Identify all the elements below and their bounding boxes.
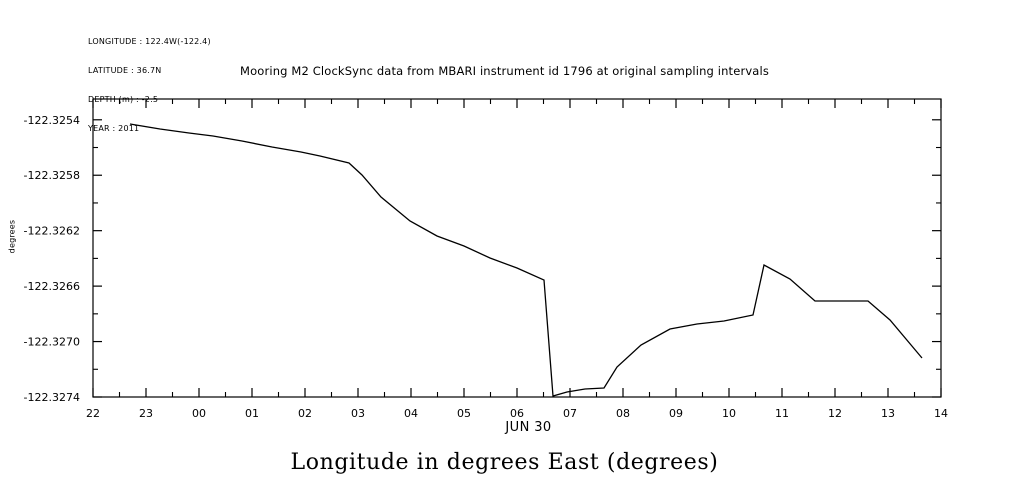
y-tick-label: -122.3254	[24, 114, 80, 127]
x-axis-caption: JUN 30	[0, 420, 1009, 435]
y-tick-label: -122.3270	[24, 336, 80, 349]
y-tick-label: -122.3266	[24, 280, 80, 293]
plot-frame	[92, 98, 942, 398]
x-tick-label: 07	[563, 407, 577, 420]
x-tick-label: 01	[245, 407, 259, 420]
x-tick-label: 03	[351, 407, 365, 420]
x-tick-label: 13	[881, 407, 895, 420]
x-tick-label: 14	[934, 407, 948, 420]
y-tick-label: -122.3258	[24, 169, 80, 182]
x-tick-label: 00	[192, 407, 206, 420]
chart-title: Mooring M2 ClockSync data from MBARI ins…	[240, 64, 769, 78]
x-tick-label: 04	[404, 407, 418, 420]
x-tick-label: 22	[86, 407, 100, 420]
x-tick-label: 10	[722, 407, 736, 420]
x-tick-label: 11	[775, 407, 789, 420]
chart-bottom-title: Longitude in degrees East (degrees)	[290, 450, 719, 475]
data-series-line	[129, 123, 923, 397]
x-tick-label: 05	[457, 407, 471, 420]
x-tick-label: 06	[510, 407, 524, 420]
x-tick-label: 09	[669, 407, 683, 420]
x-tick-label: 23	[139, 407, 153, 420]
x-tick-label: 02	[298, 407, 312, 420]
metadata-year: YEAR : 2011	[88, 123, 140, 133]
x-tick-label: 08	[616, 407, 630, 420]
metadata-longitude: LONGITUDE : 122.4W(-122.4)	[88, 37, 211, 47]
x-axis-caption-text: JUN 30	[505, 420, 552, 435]
y-tick-label: -122.3274	[24, 391, 80, 404]
y-tick-label: -122.3262	[24, 225, 80, 238]
metadata-latitude: LATITUDE : 36.7N	[88, 65, 162, 75]
x-tick-label: 12	[828, 407, 842, 420]
